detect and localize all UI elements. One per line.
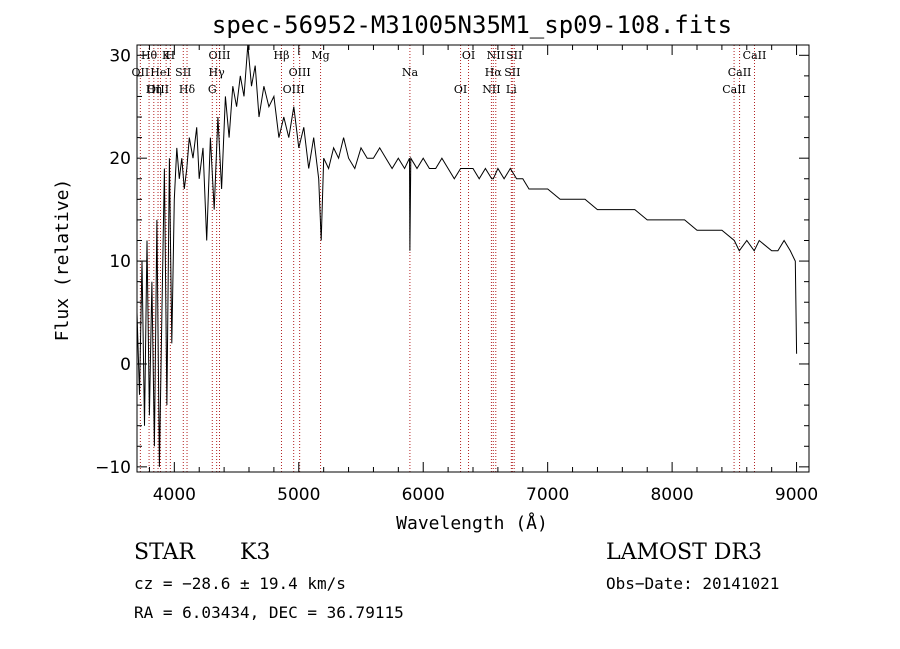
line-marker-label: Li (506, 83, 517, 96)
redshift-text: cz = −28.6 ± 19.4 km/s (134, 574, 346, 593)
line-marker-label: Hθ (141, 49, 158, 62)
line-marker-label: HeI (150, 66, 170, 79)
x-tick-label: 5000 (277, 485, 320, 505)
line-marker-label: OIII (289, 66, 311, 79)
line-marker-label: G (208, 83, 217, 96)
plot-frame (136, 44, 810, 473)
y-axis-label: Flux (relative) (52, 179, 73, 342)
y-tick-label: 10 (109, 252, 131, 272)
y-tick-label: 0 (120, 355, 131, 375)
line-marker-label: Hβ (274, 49, 290, 62)
survey-name: LAMOST DR3 (606, 540, 762, 565)
line-markers (139, 45, 755, 472)
x-axis-ticks: 4000 5000 6000 7000 8000 9000 (148, 45, 818, 505)
line-marker-label: Hα (485, 66, 503, 79)
line-marker-labels: HθOIIOIIIKHeIHηHSIIHδOIIIHγGHβOIIIOIIIMg… (132, 49, 767, 96)
y-axis-ticks: −10 0 10 20 30 (95, 46, 809, 478)
line-marker-label: CaII (728, 66, 752, 79)
line-marker-label: K (162, 49, 171, 62)
line-marker-label: SII (504, 66, 520, 79)
coordinates: RA = 6.03434, DEC = 36.79115 (134, 603, 404, 622)
line-marker-label: OII (132, 66, 150, 79)
line-marker-label: CaII (722, 83, 746, 96)
line-marker-label: SII (175, 66, 191, 79)
x-axis-label: Wavelength (Å) (396, 512, 548, 534)
obs-date: Obs−Date: 20141021 (606, 574, 780, 593)
line-marker-label: OIII (147, 83, 169, 96)
line-marker-label: H (166, 49, 176, 62)
line-marker-label: NII (487, 49, 505, 62)
y-tick-label: −10 (95, 458, 131, 478)
y-tick-label: 30 (109, 46, 131, 66)
object-class: STAR (134, 540, 195, 565)
line-marker-label: Hγ (209, 66, 226, 79)
chart-title: spec-56952-M31005N35M1_sp09-108.fits (212, 11, 732, 39)
x-tick-label: 6000 (402, 485, 445, 505)
spectrum-line (136, 44, 798, 467)
x-tick-label: 4000 (153, 485, 196, 505)
line-marker-label: Hη (146, 83, 162, 96)
line-marker-label: CaII (743, 49, 767, 62)
line-marker-label: OIII (208, 49, 230, 62)
line-marker-label: Hδ (179, 83, 196, 96)
line-marker-label: OIII (283, 83, 305, 96)
line-marker-label: NII (482, 83, 500, 96)
line-marker-label: OI (454, 83, 467, 96)
x-tick-label: 8000 (650, 485, 693, 505)
y-tick-label: 20 (109, 149, 131, 169)
x-tick-label: 7000 (526, 485, 569, 505)
x-tick-label: 9000 (775, 485, 818, 505)
line-marker-label: Na (402, 66, 419, 79)
line-marker-label: SII (506, 49, 522, 62)
line-marker-label: OI (462, 49, 475, 62)
line-marker-label: Mg (311, 49, 329, 62)
object-subclass: K3 (240, 540, 271, 565)
